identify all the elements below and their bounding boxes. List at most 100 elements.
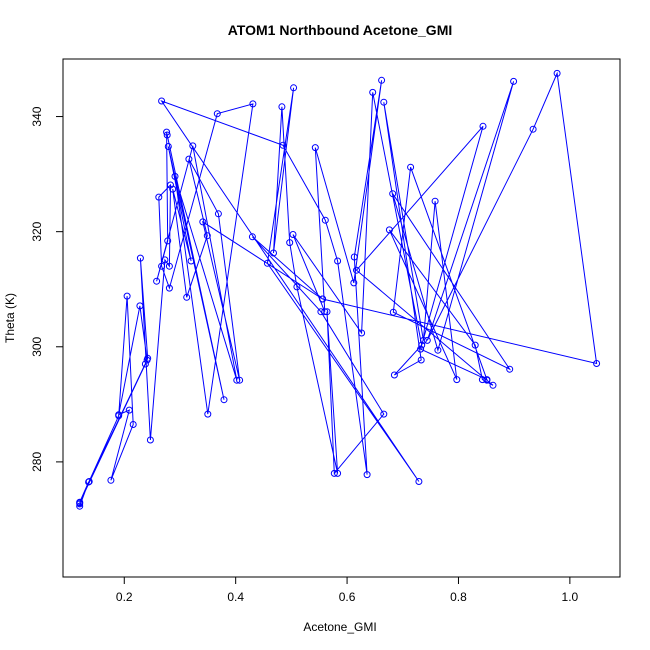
data-point	[417, 356, 425, 364]
data-point	[165, 284, 173, 292]
data-point	[419, 336, 427, 344]
data-point	[203, 232, 211, 240]
data-point	[115, 411, 123, 419]
data-point	[189, 142, 197, 150]
data-point	[385, 226, 393, 234]
data-point	[323, 308, 331, 316]
chart-title: ATOM1 Northbound Acetone_GMI	[228, 22, 453, 38]
x-axis: 0.2 0.4 0.6 0.8 1.0	[116, 577, 579, 604]
x-axis-label: Acetone_GMI	[303, 620, 376, 634]
data-point	[311, 144, 319, 152]
y-tick-label: 300	[30, 336, 44, 356]
data-point	[506, 365, 514, 373]
data-point	[321, 308, 329, 316]
x-tick-label: 0.8	[450, 590, 467, 604]
data-point	[153, 277, 161, 285]
data-point	[248, 233, 256, 241]
data-point	[76, 502, 84, 510]
data-point	[380, 98, 388, 106]
data-point	[107, 476, 115, 484]
data-point	[146, 436, 154, 444]
data-point	[278, 103, 286, 111]
data-point	[286, 239, 294, 247]
data-point	[155, 193, 163, 201]
data-point	[479, 122, 487, 130]
data-point	[270, 249, 277, 257]
series-line	[79, 71, 598, 507]
data-point	[164, 143, 172, 150]
data-point	[334, 257, 342, 265]
data-point	[510, 77, 518, 85]
data-point	[183, 293, 191, 301]
data-point	[553, 69, 561, 77]
data-point	[187, 257, 195, 265]
data-point	[141, 360, 149, 368]
data-point	[204, 410, 212, 418]
data-point	[129, 421, 137, 428]
data-point	[136, 302, 144, 310]
data-point	[279, 141, 287, 149]
y-axis: 280 300 320 340	[30, 106, 63, 472]
data-point	[529, 125, 537, 133]
data-point	[407, 163, 415, 171]
data-point	[136, 254, 144, 262]
data-point	[483, 376, 491, 384]
data-point	[125, 406, 133, 414]
data-point	[290, 84, 298, 92]
data-point	[350, 279, 358, 287]
data-point	[471, 341, 479, 349]
data-point	[363, 471, 371, 479]
data-point	[249, 100, 257, 108]
data-point	[380, 410, 388, 418]
data-point	[321, 216, 329, 224]
data-point	[199, 218, 207, 226]
plot-frame	[62, 58, 621, 578]
data-point	[161, 256, 169, 264]
data-point	[123, 292, 131, 300]
y-axis-label: Theta (K)	[3, 293, 17, 343]
data-point	[171, 172, 179, 180]
data-point	[164, 237, 172, 245]
data-point	[214, 210, 222, 218]
data-point	[350, 253, 358, 261]
data-point	[165, 262, 173, 270]
data-point	[358, 329, 366, 337]
data-point	[334, 469, 342, 477]
data-point	[330, 469, 338, 477]
data-point	[289, 231, 297, 238]
x-tick-label: 0.4	[227, 590, 244, 604]
data-point	[158, 97, 166, 105]
data-point	[423, 336, 431, 344]
y-tick-label: 320	[30, 221, 44, 241]
y-tick-label: 280	[30, 452, 44, 472]
data-point	[293, 283, 301, 291]
data-point	[418, 341, 426, 349]
data-point	[169, 185, 177, 193]
data-point	[163, 131, 171, 139]
data-point	[431, 197, 439, 205]
data-point	[353, 266, 360, 274]
data-point	[233, 376, 241, 384]
data-point	[85, 478, 93, 485]
series-layer	[76, 69, 601, 510]
data-point	[163, 128, 171, 136]
data-point	[319, 295, 327, 303]
data-point	[434, 346, 442, 354]
data-point	[390, 371, 398, 379]
data-point	[213, 110, 221, 118]
data-point	[236, 376, 244, 384]
data-point	[593, 360, 601, 367]
data-point	[185, 155, 193, 163]
x-tick-label: 0.6	[339, 590, 356, 604]
data-point	[144, 354, 152, 362]
data-point	[389, 308, 397, 316]
x-tick-label: 0.2	[116, 590, 133, 604]
data-point	[453, 376, 461, 384]
data-point	[369, 88, 377, 96]
data-point	[378, 76, 386, 84]
data-point	[415, 478, 423, 485]
data-point	[263, 259, 271, 267]
data-point	[76, 499, 84, 507]
y-tick-label: 340	[30, 106, 44, 126]
data-point	[478, 376, 486, 384]
